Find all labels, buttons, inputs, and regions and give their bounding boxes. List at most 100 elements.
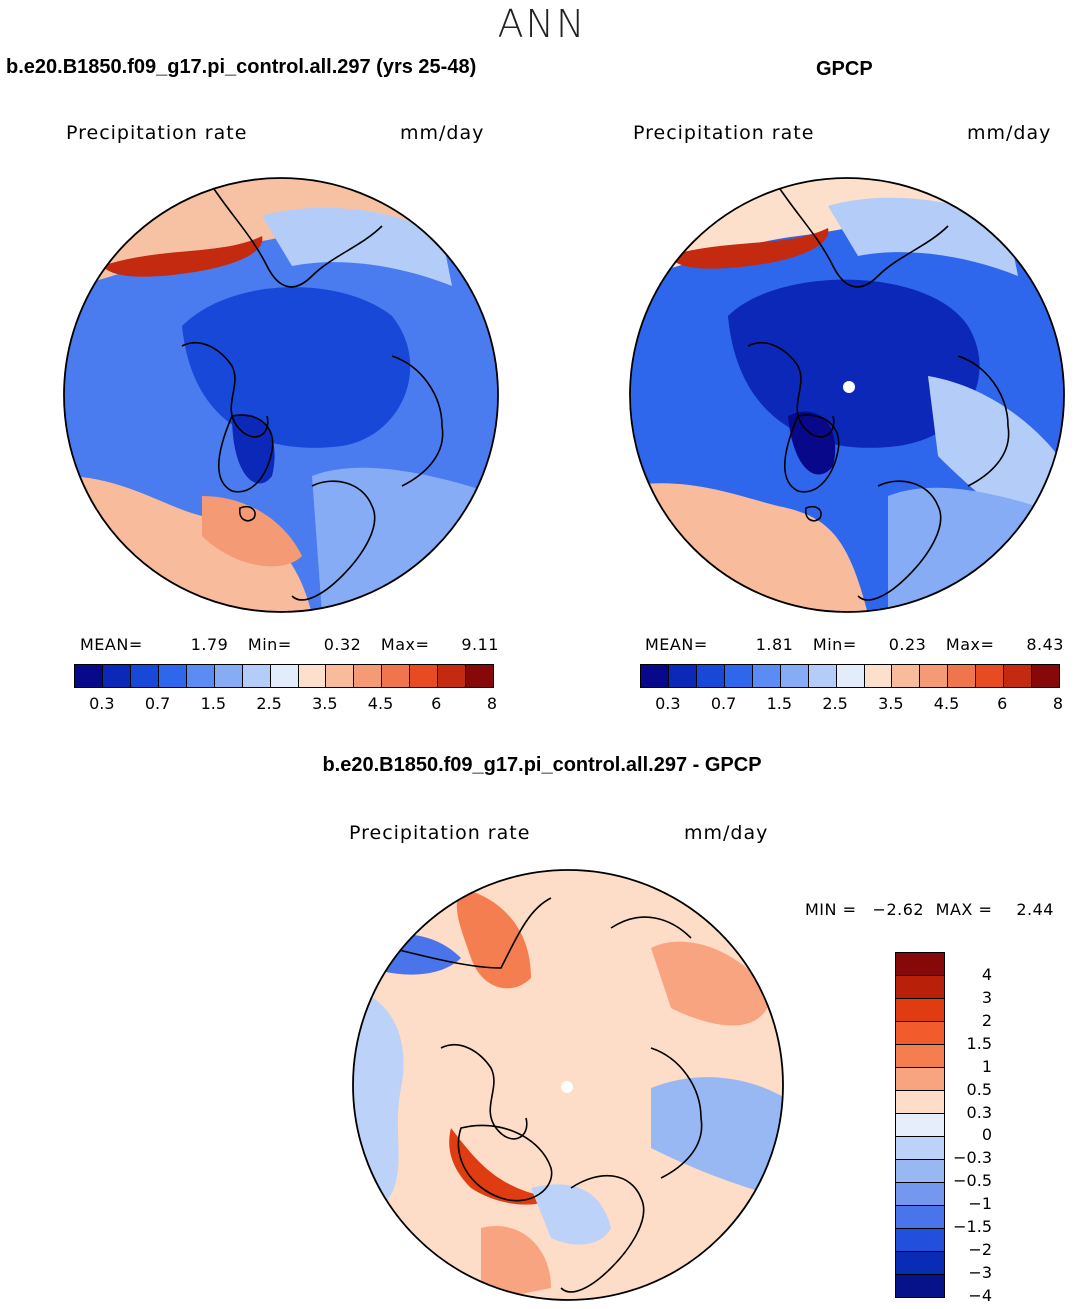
diff-greenland-positive bbox=[449, 1128, 551, 1205]
colorbar-tick-label: 0.3 bbox=[89, 694, 115, 713]
colorbar-tick-label: 2 bbox=[981, 1010, 992, 1030]
colorbar-swatch bbox=[354, 665, 383, 687]
obs-polar-map bbox=[629, 177, 1065, 613]
diff-pole-missing bbox=[561, 1081, 573, 1093]
colorbar-swatch bbox=[948, 665, 977, 687]
colorbar-swatch bbox=[242, 665, 271, 687]
colorbar-swatch bbox=[326, 665, 355, 687]
colorbar-swatch bbox=[186, 665, 215, 687]
model-min-value: 0.32 bbox=[323, 635, 362, 654]
diff-map-frame bbox=[352, 869, 784, 1301]
obs-map-frame bbox=[629, 177, 1065, 613]
colorbar-swatch bbox=[752, 665, 781, 687]
colorbar-tick-label: 2.5 bbox=[256, 694, 282, 713]
colorbar-tick-label: −4 bbox=[968, 1286, 992, 1305]
colorbar-swatch bbox=[896, 1022, 944, 1045]
colorbar-tick-label: 1 bbox=[981, 1056, 992, 1076]
colorbar-tick-label: 0.3 bbox=[655, 694, 681, 713]
colorbar-tick-label: 0.3 bbox=[966, 1102, 992, 1122]
colorbar-tick-label: 8 bbox=[486, 694, 498, 713]
colorbar-swatch bbox=[1004, 665, 1033, 687]
colorbar-swatch bbox=[298, 665, 327, 687]
obs-panel-title: GPCP bbox=[816, 58, 873, 80]
colorbar-tick-label: 3 bbox=[981, 987, 992, 1007]
season-title: ANN bbox=[497, 2, 587, 46]
colorbar-tick-label: 0.7 bbox=[144, 694, 171, 713]
colorbar-tick-label: −1 bbox=[968, 1194, 992, 1214]
colorbar-tick-label: −0.3 bbox=[953, 1148, 992, 1168]
colorbar-swatch bbox=[102, 665, 131, 687]
colorbar-swatch bbox=[864, 665, 893, 687]
obs-stats-line: MEAN= 1.81 Min= 0.23 Max= 8.43 bbox=[645, 635, 1064, 654]
diff-min-label: MIN = bbox=[805, 900, 857, 919]
colorbar-tick-label: 3.5 bbox=[312, 694, 338, 713]
model-min-label: Min= bbox=[247, 635, 292, 654]
model-map-frame bbox=[63, 177, 499, 613]
model-eurasia-band bbox=[312, 467, 498, 612]
colorbar-swatch bbox=[896, 1045, 944, 1068]
colorbar-swatch bbox=[641, 665, 669, 687]
diff-coastlines bbox=[390, 897, 703, 1293]
diff-polar-map bbox=[352, 869, 784, 1301]
colorbar-swatch bbox=[808, 665, 837, 687]
colorbar-tick-label: 8 bbox=[1052, 694, 1064, 713]
colorbar-tick-label: 4.5 bbox=[933, 694, 960, 713]
colorbar-swatch bbox=[724, 665, 753, 687]
colorbar-swatch bbox=[668, 665, 697, 687]
colorbar-swatch bbox=[896, 1091, 944, 1114]
diff-min-value: −2.62 bbox=[872, 900, 925, 919]
colorbar-tick-label: 3.5 bbox=[878, 694, 904, 713]
model-alaska-band bbox=[262, 207, 452, 286]
diff-alaska-positive bbox=[456, 888, 531, 989]
obs-storm-track bbox=[668, 228, 829, 269]
colorbar-tick-label: 1.5 bbox=[766, 694, 793, 713]
colorbar-swatch bbox=[696, 665, 725, 687]
model-field-label: Precipitation rate bbox=[66, 122, 248, 144]
colorbar-tick-label: 2.5 bbox=[822, 694, 848, 713]
colorbar-swatch bbox=[896, 1068, 944, 1091]
model-panel-title: b.e20.B1850.f09_g17.pi_control.all.297 (… bbox=[6, 56, 477, 78]
colorbar-swatch bbox=[214, 665, 243, 687]
obs-mean-value: 1.81 bbox=[755, 635, 794, 654]
obs-greenland-dry bbox=[788, 411, 836, 475]
obs-pole-missing bbox=[843, 381, 855, 393]
diff-siberia-positive bbox=[651, 941, 771, 1026]
model-colorbar-ticks: 0.3 0.7 1.5 2.5 3.5 4.5 6 8 bbox=[74, 694, 497, 716]
colorbar-swatch bbox=[976, 665, 1005, 687]
model-coastlines bbox=[181, 185, 444, 601]
colorbar-swatch bbox=[920, 665, 949, 687]
model-colorbar bbox=[74, 664, 494, 688]
colorbar-swatch bbox=[896, 1275, 944, 1297]
colorbar-swatch bbox=[466, 665, 494, 687]
colorbar-tick-label: 4 bbox=[981, 964, 992, 984]
colorbar-swatch bbox=[896, 1114, 944, 1137]
colorbar-tick-label: 0 bbox=[981, 1125, 992, 1145]
colorbar-swatch bbox=[892, 665, 921, 687]
colorbar-tick-label: −2 bbox=[968, 1240, 992, 1260]
obs-max-label: Max= bbox=[945, 635, 995, 654]
diff-units-label: mm/day bbox=[684, 822, 769, 844]
colorbar-swatch bbox=[896, 1183, 944, 1206]
colorbar-tick-label: 4.5 bbox=[367, 694, 394, 713]
colorbar-swatch bbox=[896, 976, 944, 999]
diff-field-label: Precipitation rate bbox=[349, 822, 531, 844]
diff-max-label: MAX = bbox=[935, 900, 993, 919]
diff-europe-negative bbox=[651, 1077, 783, 1198]
obs-min-label: Min= bbox=[812, 635, 857, 654]
diff-panel-title: b.e20.B1850.f09_g17.pi_control.all.297 -… bbox=[322, 754, 762, 776]
obs-max-value: 8.43 bbox=[1026, 635, 1064, 654]
colorbar-tick-label: −0.5 bbox=[953, 1171, 992, 1191]
obs-europe-band bbox=[888, 487, 1064, 612]
obs-field-label: Precipitation rate bbox=[633, 122, 815, 144]
colorbar-tick-label: 6 bbox=[997, 694, 1008, 713]
colorbar-swatch bbox=[896, 999, 944, 1022]
colorbar-tick-label: 1.5 bbox=[966, 1033, 992, 1053]
colorbar-swatch bbox=[75, 665, 103, 687]
colorbar-tick-label: 1.5 bbox=[200, 694, 227, 713]
colorbar-tick-label: −1.5 bbox=[953, 1217, 992, 1237]
colorbar-tick-label: 6 bbox=[431, 694, 442, 713]
model-storm-track bbox=[102, 236, 263, 277]
model-arctic-dry bbox=[182, 287, 411, 448]
obs-arctic-dry bbox=[728, 279, 980, 448]
colorbar-tick-label: 0.7 bbox=[710, 694, 737, 713]
